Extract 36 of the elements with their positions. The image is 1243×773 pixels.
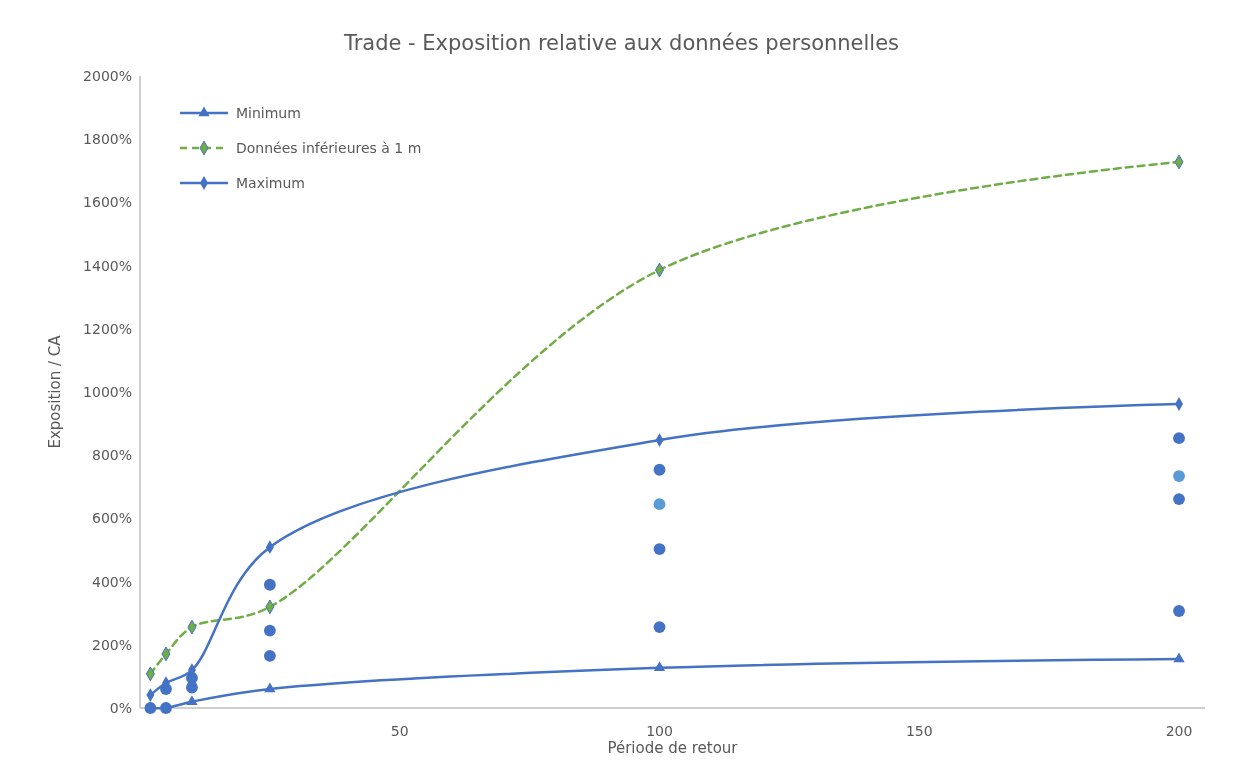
point [186,695,198,705]
x-tick-label: 50 [390,723,409,739]
point [263,624,276,637]
point [653,498,666,511]
x-tick-label: 200 [1165,723,1193,739]
legend-label: Données inférieures à 1 m [236,139,422,156]
y-tick-label: 0% [109,699,132,716]
y-tick-label: 1200% [83,320,132,337]
x-axis-title: Période de retour [607,739,739,757]
legend-label: Minimum [236,104,301,121]
y-tick-label: 800% [91,447,132,464]
y-tick-label: 2000% [83,67,132,84]
y-tick-label: 600% [91,510,132,527]
y-tick-label: 1000% [83,383,132,400]
point [1173,470,1185,482]
chart-title: Trade - Exposition relative aux données personnelles [342,31,900,55]
y-tick-label: 400% [91,573,132,590]
y-tick-label: 200% [91,636,132,653]
x-tick-label: 100 [646,723,673,739]
point [264,682,276,693]
point [653,661,666,672]
point [1173,432,1185,445]
point [1173,652,1185,663]
point [263,649,276,662]
y-tick-label: 1400% [83,257,132,274]
point [653,543,666,555]
point [1173,605,1185,617]
x-tick-label: 150 [905,723,933,739]
legend-label: Maximum [236,174,305,191]
point [653,463,666,476]
point [653,621,666,634]
point [263,578,276,591]
y-tick-label: 1600% [83,194,132,211]
y-tick-label: 1800% [83,131,132,148]
y-axis-title: Exposition / CA [46,334,64,449]
point [1173,493,1185,506]
